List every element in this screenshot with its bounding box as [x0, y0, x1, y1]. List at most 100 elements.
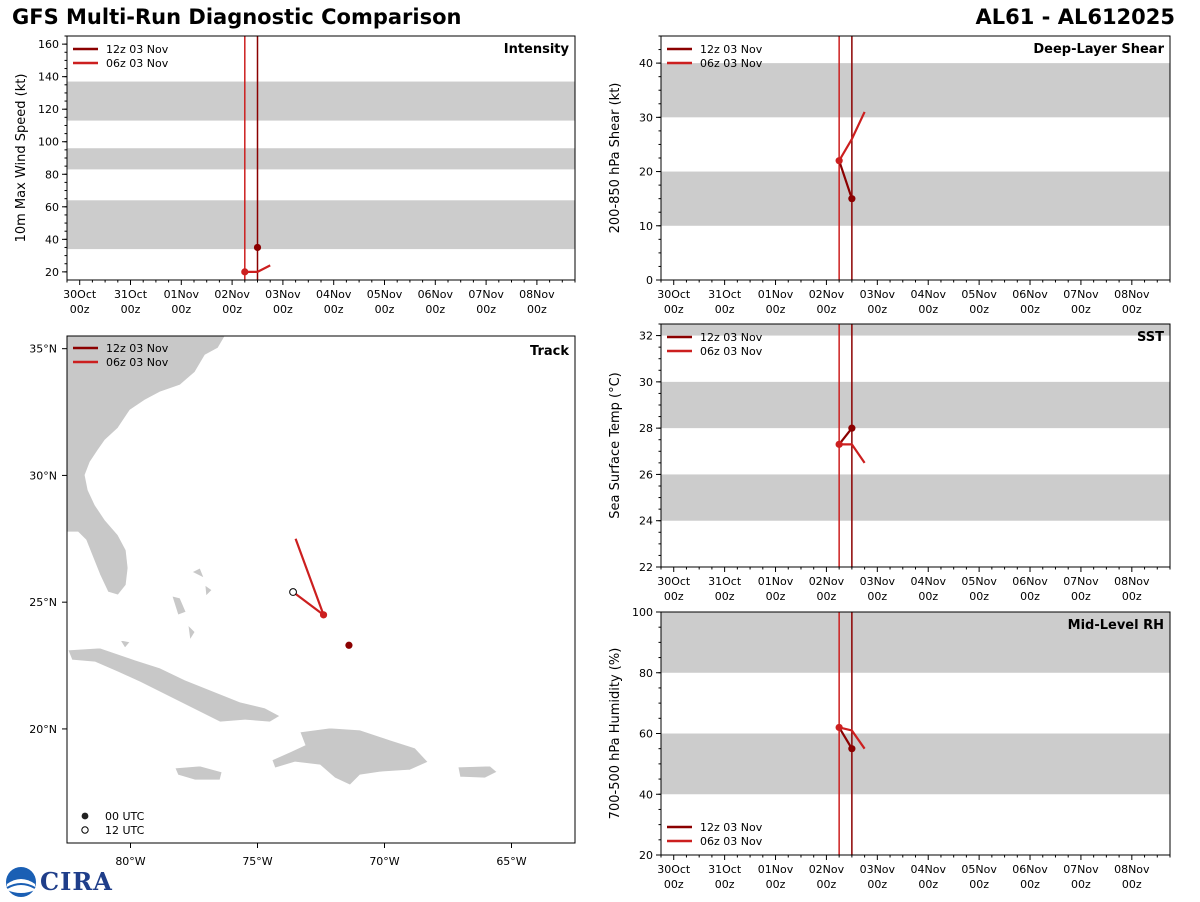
series-line-0 [838, 726, 853, 750]
axes-frame [660, 323, 1171, 568]
x-tick-label: 03Nov [265, 288, 301, 301]
x-tick-sublabel: 00z [1122, 878, 1142, 891]
axes-frame [66, 335, 576, 844]
lat-tick-label: 30°N [29, 469, 57, 482]
data-point [253, 243, 262, 252]
plot-area-intensity [67, 36, 575, 280]
x-tick-sublabel: 00z [817, 590, 837, 603]
y-tick-label: 60 [639, 728, 653, 741]
x-tick-sublabel: 00z [918, 303, 938, 316]
x-tick-label: 31Oct [114, 288, 148, 301]
x-tick-sublabel: 00z [70, 303, 90, 316]
x-tick-label: 05Nov [961, 288, 997, 301]
x-tick-sublabel: 00z [1071, 878, 1091, 891]
x-tick-sublabel: 00z [1020, 878, 1040, 891]
lon-tick-label: 80°W [115, 855, 145, 868]
panel-title: Mid-Level RH [1068, 618, 1164, 633]
panel-sst: 22 24 26 28 30 32 30Oct 00z 31Oct 00z 01Nov 00z 02No… [608, 323, 1171, 603]
y-tick-label: 40 [639, 788, 653, 801]
y-tick-label: 32 [639, 330, 653, 343]
x-tick-sublabel: 00z [222, 303, 242, 316]
legend-marker-label: 12 UTC [105, 824, 145, 837]
x-tick-sublabel: 00z [766, 878, 786, 891]
x-tick-sublabel: 00z [1020, 303, 1040, 316]
panel-title: Deep-Layer Shear [1033, 42, 1164, 57]
y-tick-label: 28 [639, 422, 653, 435]
x-tick-label: 03Nov [860, 575, 896, 588]
x-tick-label: 01Nov [758, 288, 794, 301]
x-tick-label: 08Nov [519, 288, 555, 301]
x-tick-label: 01Nov [164, 288, 200, 301]
storm-id: AL61 - AL612025 [975, 5, 1176, 29]
y-tick-label: 30 [639, 111, 653, 124]
x-tick-label: 03Nov [860, 288, 896, 301]
data-point [241, 268, 249, 276]
x-tick-sublabel: 00z [969, 303, 989, 316]
series-line-1 [244, 264, 271, 273]
x-tick-sublabel: 00z [1122, 303, 1142, 316]
lon-tick-label: 65°W [496, 855, 526, 868]
y-tick-label: 100 [632, 606, 653, 619]
threshold-band [67, 81, 575, 121]
x-tick-label: 08Nov [1114, 863, 1150, 876]
y-tick-label: 80 [45, 168, 59, 181]
legend-label: 12z 03 Nov [106, 342, 169, 355]
data-point [835, 440, 843, 448]
x-tick-label: 07Nov [1063, 575, 1099, 588]
page-title: GFS Multi-Run Diagnostic Comparison [12, 5, 462, 29]
panel-title: Track [530, 344, 569, 359]
cira-logo [4, 866, 116, 898]
y-tick-label: 30 [639, 376, 653, 389]
data-point [848, 195, 856, 203]
threshold-band [661, 63, 1170, 118]
y-tick-label: 160 [38, 38, 59, 51]
x-tick-label: 05Nov [961, 575, 997, 588]
series-line-0 [838, 160, 853, 200]
x-tick-label: 04Nov [910, 863, 946, 876]
panel-rh: 20 40 60 80 100 30Oct 00z 31Oct 00z 01Nov 00z 02Nov… [608, 606, 1171, 891]
y-tick-label: 140 [38, 71, 59, 84]
y-tick-label: 100 [38, 136, 59, 149]
plot-area-rh [661, 612, 1170, 855]
plot-area-shear [661, 36, 1170, 280]
y-tick-label: 120 [38, 103, 59, 116]
x-tick-sublabel: 00z [867, 590, 887, 603]
y-tick-label: 10 [639, 220, 653, 233]
x-tick-sublabel: 00z [375, 303, 395, 316]
legend-marker-label: 00 UTC [105, 810, 145, 823]
legend-marker-12utc [81, 826, 89, 834]
x-tick-label: 02Nov [809, 575, 845, 588]
threshold-band [661, 733, 1170, 795]
y-tick-label: 40 [45, 233, 59, 246]
legend-label: 12z 03 Nov [106, 43, 169, 56]
threshold-band [661, 171, 1170, 226]
legend-label: 12z 03 Nov [700, 331, 763, 344]
jamaica-landmass [174, 765, 223, 781]
x-tick-sublabel: 00z [715, 878, 735, 891]
x-tick-label: 06Nov [1012, 863, 1048, 876]
x-tick-label: 30Oct [657, 288, 691, 301]
x-tick-label: 02Nov [809, 288, 845, 301]
x-tick-sublabel: 00z [918, 590, 938, 603]
x-tick-label: 07Nov [1063, 863, 1099, 876]
y-tick-label: 26 [639, 468, 653, 481]
threshold-band [67, 200, 575, 250]
x-tick-sublabel: 00z [324, 303, 344, 316]
x-tick-sublabel: 00z [1122, 590, 1142, 603]
y-tick-label: 24 [639, 515, 653, 528]
x-tick-label: 05Nov [367, 288, 403, 301]
y-axis-label: 200-850 hPa Shear (kt) [608, 83, 623, 234]
x-tick-label: 30Oct [657, 575, 691, 588]
track-point-12utc [289, 588, 297, 596]
panel-intensity: 20 40 60 80 100 120 140 160 30Oct 00z 31Oct 00z 01No… [14, 35, 576, 316]
x-tick-label: 01Nov [758, 863, 794, 876]
series-line-1 [838, 111, 866, 162]
x-tick-sublabel: 00z [121, 303, 141, 316]
x-tick-sublabel: 00z [1071, 303, 1091, 316]
threshold-band [661, 381, 1170, 429]
legend-label: 12z 03 Nov [700, 821, 763, 834]
series-line-1 [838, 726, 866, 750]
x-tick-label: 06Nov [1012, 575, 1048, 588]
panel-track: 80°W 75°W 70°W 65°W 20°N 25°N 30°N 35°N Track 12z… [29, 335, 576, 868]
x-tick-sublabel: 00z [817, 878, 837, 891]
